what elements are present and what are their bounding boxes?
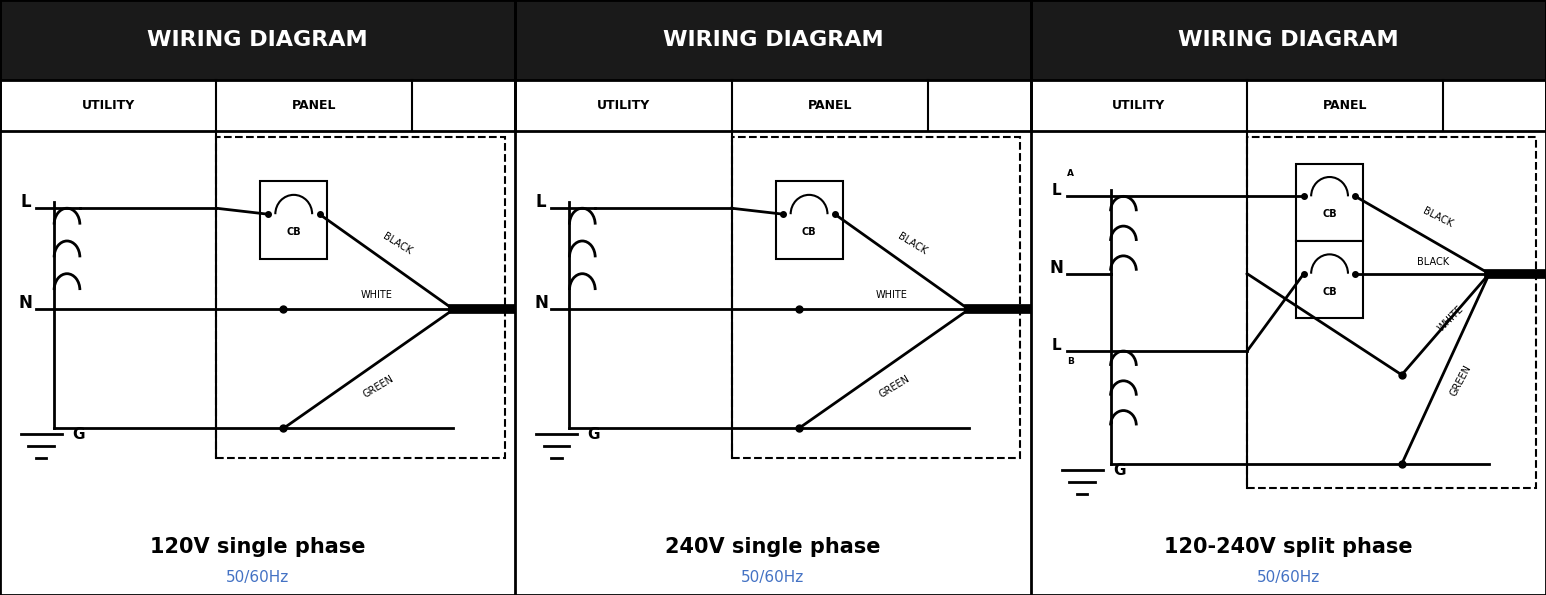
Bar	[1296, 164, 1364, 241]
Text: 120V single phase: 120V single phase	[150, 537, 365, 558]
Text: UTILITY: UTILITY	[82, 99, 135, 112]
Text: CB: CB	[1322, 209, 1337, 219]
Text: GREEN: GREEN	[1449, 364, 1473, 398]
Bar	[515, 80, 1031, 131]
Text: WHITE: WHITE	[1436, 303, 1466, 333]
Text: CB: CB	[802, 227, 816, 237]
Bar	[776, 181, 843, 259]
Bar	[515, 0, 1031, 80]
Bar	[1296, 241, 1364, 318]
Text: L: L	[536, 193, 546, 211]
Text: G: G	[587, 427, 600, 442]
Text: WHITE: WHITE	[875, 290, 908, 299]
Text: UTILITY: UTILITY	[597, 99, 651, 112]
Text: GREEN: GREEN	[362, 374, 396, 400]
Text: 240V single phase: 240V single phase	[665, 537, 881, 558]
Bar	[731, 137, 1020, 458]
Text: 50/60Hz: 50/60Hz	[226, 569, 289, 585]
Bar	[1248, 137, 1535, 488]
Text: WHITE: WHITE	[360, 290, 393, 299]
Text: N: N	[535, 295, 547, 312]
Text: PANEL: PANEL	[1323, 99, 1367, 112]
Text: BLACK: BLACK	[895, 231, 929, 256]
Text: L: L	[1051, 183, 1062, 198]
Text: 120-240V split phase: 120-240V split phase	[1164, 537, 1413, 558]
Text: GREEN: GREEN	[877, 374, 911, 400]
Text: PANEL: PANEL	[292, 99, 337, 112]
Text: BLACK: BLACK	[1416, 257, 1449, 267]
Text: L: L	[1051, 337, 1062, 353]
Text: 50/60Hz: 50/60Hz	[1257, 569, 1320, 585]
Bar	[1031, 80, 1546, 131]
Text: BLACK: BLACK	[1421, 205, 1455, 229]
Text: WIRING DIAGRAM: WIRING DIAGRAM	[147, 30, 368, 50]
Text: PANEL: PANEL	[807, 99, 852, 112]
Text: UTILITY: UTILITY	[1112, 99, 1166, 112]
Bar	[216, 137, 506, 458]
Text: A: A	[1067, 170, 1074, 178]
Text: G: G	[73, 427, 85, 442]
Bar	[0, 0, 515, 80]
Text: G: G	[1113, 462, 1125, 478]
Text: N: N	[19, 295, 32, 312]
Text: 50/60Hz: 50/60Hz	[742, 569, 804, 585]
Text: B: B	[1067, 357, 1073, 366]
Text: CB: CB	[1322, 287, 1337, 296]
Text: N: N	[1050, 259, 1064, 277]
Text: L: L	[20, 193, 31, 211]
Text: CB: CB	[286, 227, 301, 237]
Bar	[260, 181, 328, 259]
Bar	[1031, 0, 1546, 80]
Text: BLACK: BLACK	[380, 231, 413, 256]
Text: WIRING DIAGRAM: WIRING DIAGRAM	[663, 30, 883, 50]
Bar	[0, 80, 515, 131]
Text: WIRING DIAGRAM: WIRING DIAGRAM	[1178, 30, 1399, 50]
